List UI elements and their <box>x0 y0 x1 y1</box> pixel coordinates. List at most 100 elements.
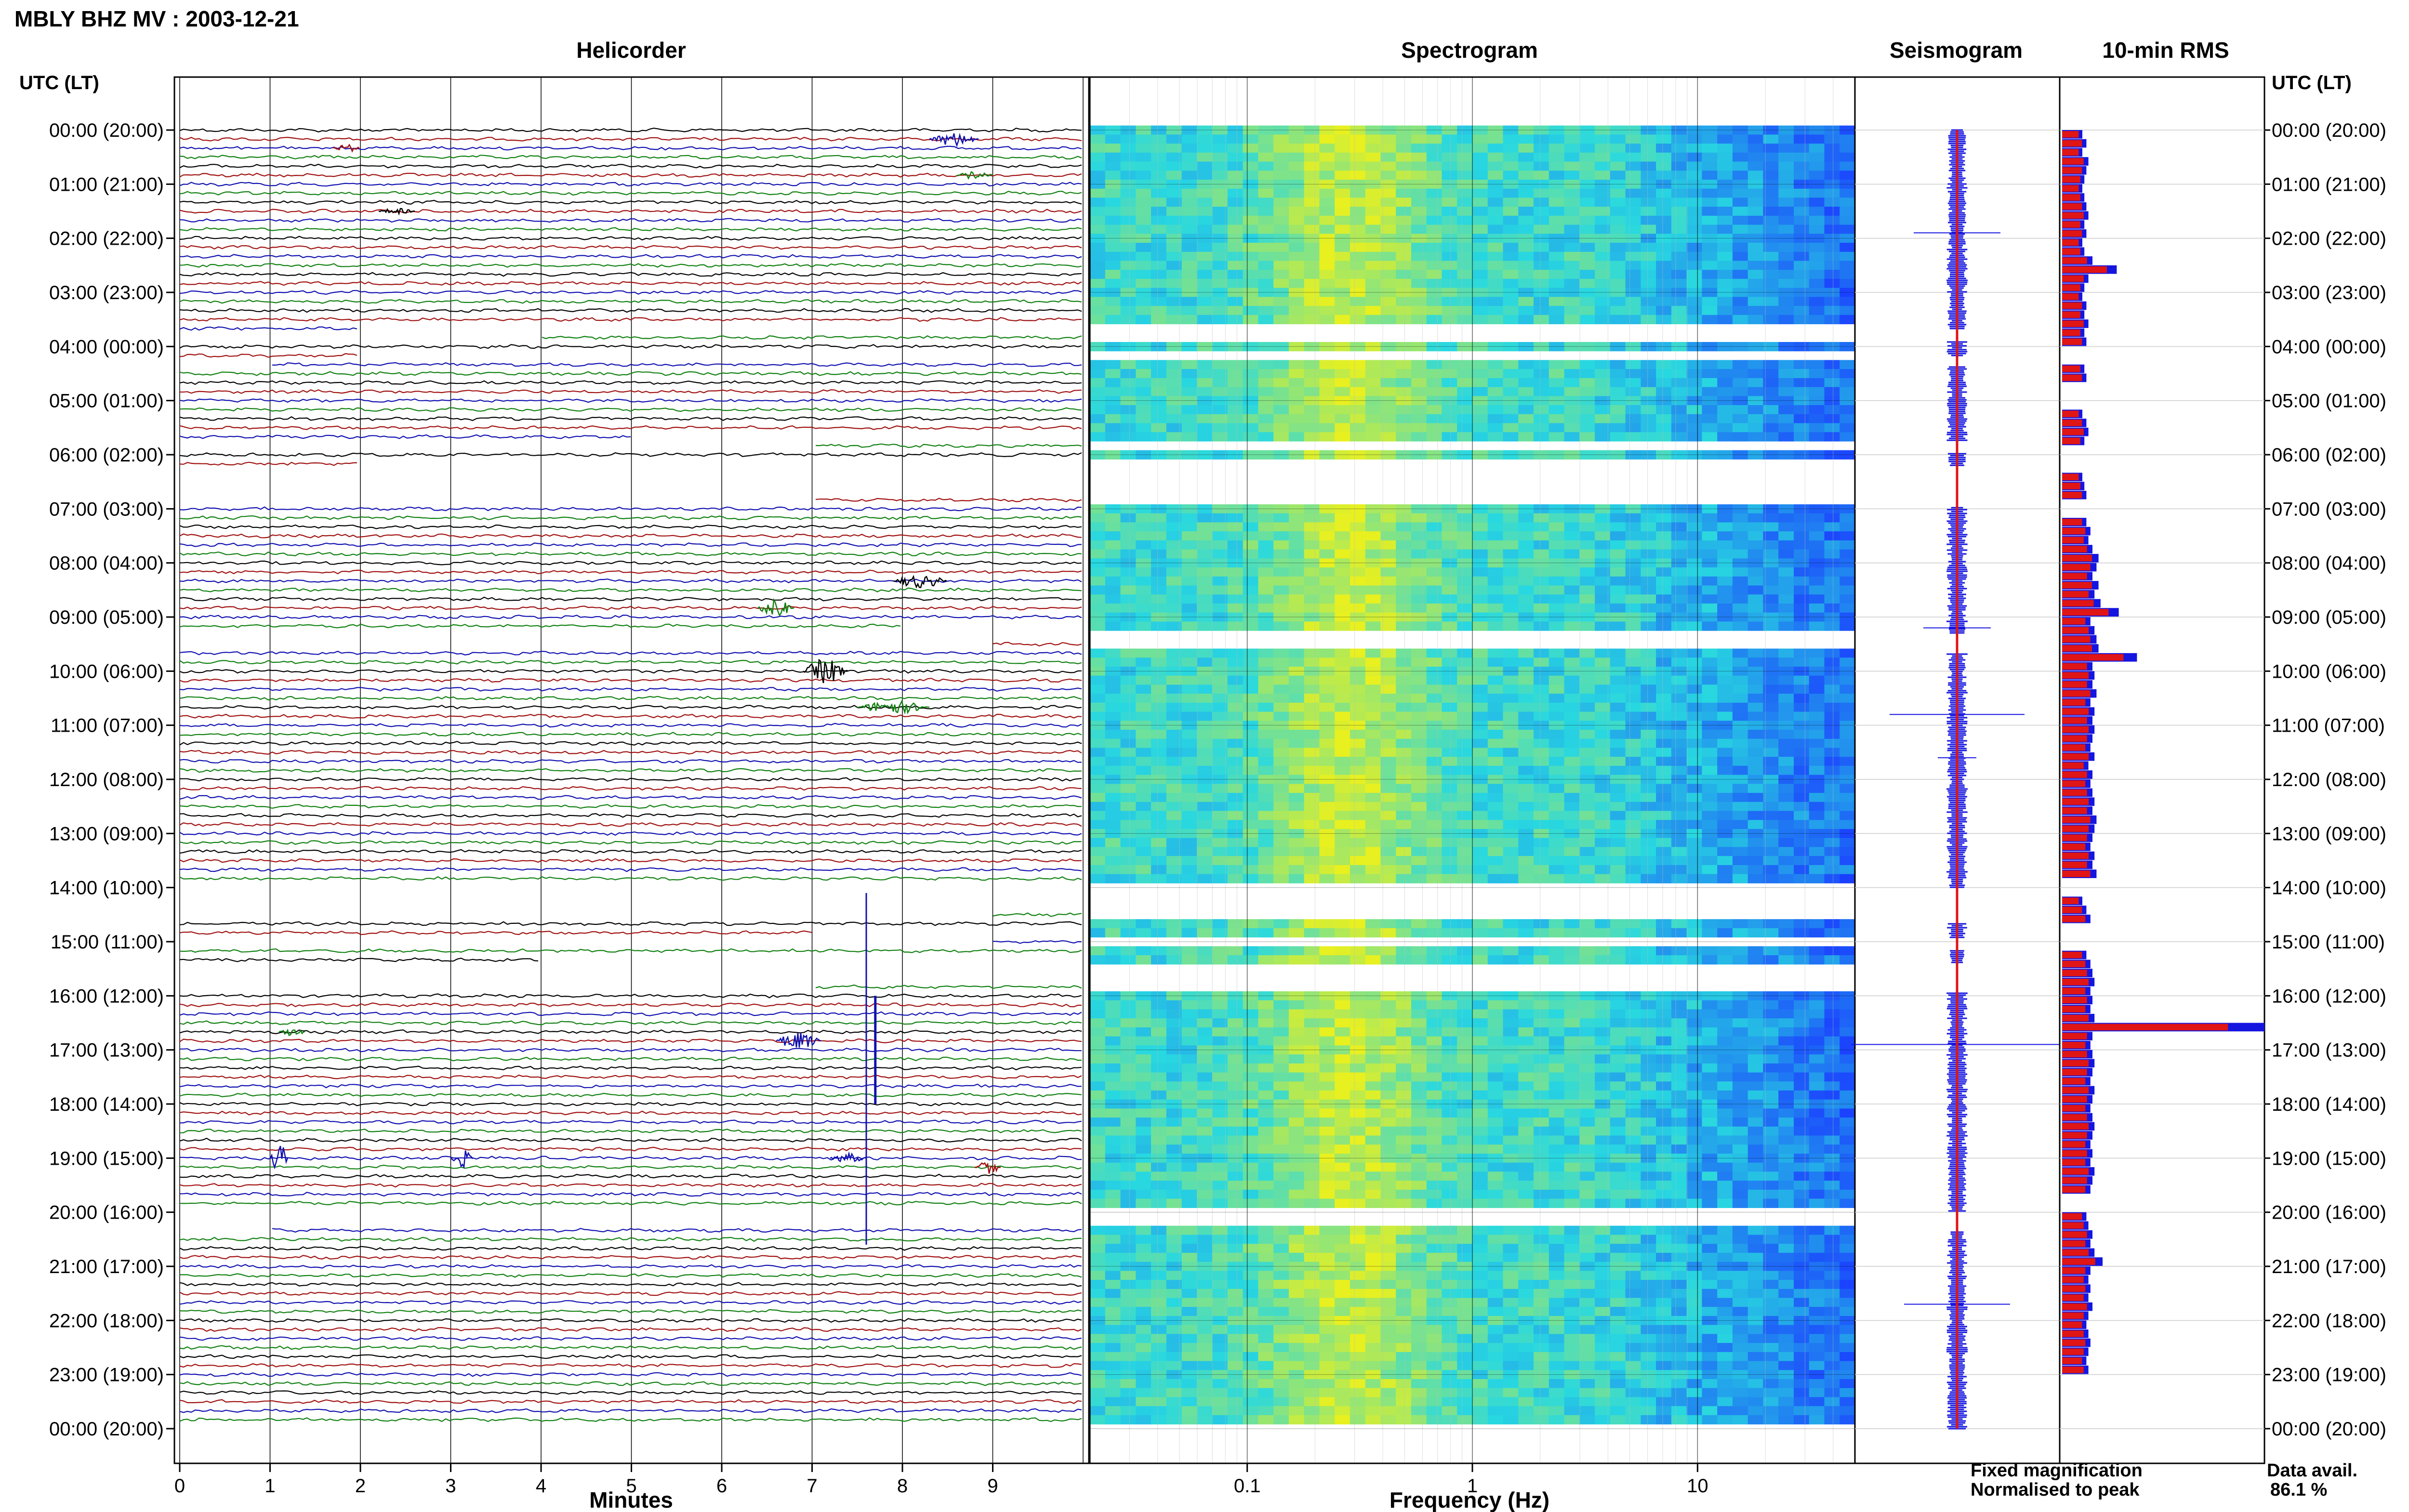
spectrogram-cell <box>1656 396 1672 406</box>
spectrogram-cell <box>1304 1081 1320 1091</box>
spectrogram-cell <box>1840 278 1855 289</box>
spectrogram-cell <box>1503 829 1519 839</box>
spectrogram-cell <box>1396 657 1412 667</box>
spectrogram-cell <box>1181 360 1197 369</box>
spectrogram-cell <box>1503 657 1519 667</box>
spectrogram-cell <box>1840 730 1855 739</box>
spectrogram-cell <box>1090 775 1106 784</box>
hour-label-right: 02:00 (22:00) <box>2272 228 2386 250</box>
spectrogram-cell <box>1411 865 1427 875</box>
spectrogram-cell <box>1579 694 1595 703</box>
spectrogram-cell <box>1090 802 1106 812</box>
helicorder-trace <box>179 1399 1082 1404</box>
helicorder-event <box>974 1162 1001 1174</box>
spectrogram-cell <box>1503 207 1519 216</box>
spectrogram-cell <box>1641 369 1656 379</box>
helicorder-trace <box>179 1056 1082 1062</box>
spectrogram-cell <box>1840 838 1855 847</box>
spectrogram-cell <box>1610 197 1626 207</box>
spectrogram-cell <box>1212 378 1228 388</box>
spectrogram-cell <box>1105 152 1121 162</box>
spectrogram-cell <box>1090 675 1106 685</box>
spectrogram-cell <box>1411 675 1427 685</box>
spectrogram-cell <box>1824 1027 1840 1037</box>
spectrogram-cell <box>1702 215 1718 225</box>
spectrogram-cell <box>1809 125 1825 135</box>
spectrogram-cell <box>1717 134 1733 144</box>
spectrogram-cell <box>1426 1063 1443 1073</box>
spectrogram-cell <box>1288 612 1305 622</box>
spectrogram-cell <box>1396 549 1412 559</box>
spectrogram-cell <box>1304 694 1320 703</box>
spectrogram-cell <box>1151 865 1167 875</box>
spectrogram-cell <box>1411 1063 1427 1073</box>
spectrogram-cell <box>1273 919 1289 929</box>
spectrogram-cell <box>1579 1000 1595 1010</box>
spectrogram-cell <box>1717 1063 1733 1073</box>
spectrogram-cell <box>1794 1090 1810 1100</box>
spectrogram-cell <box>1641 396 1656 406</box>
spectrogram-cell <box>1625 738 1641 749</box>
spectrogram-cell <box>1350 1009 1366 1019</box>
spectrogram-cell <box>1487 171 1504 180</box>
spectrogram-cell <box>1824 134 1840 144</box>
spectrogram-cell <box>1319 558 1335 568</box>
spectrogram-cell <box>1840 874 1855 883</box>
spectrogram-cell <box>1824 261 1840 270</box>
spectrogram-cell <box>1136 802 1152 812</box>
spectrogram-cell <box>1625 1108 1641 1118</box>
spectrogram-cell <box>1380 793 1396 802</box>
spectrogram-cell <box>1686 251 1702 262</box>
spectrogram-cell <box>1503 784 1519 793</box>
spectrogram-cell <box>1656 513 1672 523</box>
spectrogram-cell <box>1380 306 1396 316</box>
spectrogram-cell <box>1794 360 1810 369</box>
spectrogram-cell <box>1809 342 1825 352</box>
spectrogram-cell <box>1380 243 1396 252</box>
spectrogram-cell <box>1503 360 1519 369</box>
spectrogram-cell <box>1442 955 1457 965</box>
spectrogram-cell <box>1656 919 1672 929</box>
spectrogram-cell <box>1595 585 1611 595</box>
spectrogram-cell <box>1166 134 1182 144</box>
spectrogram-cell <box>1105 874 1121 883</box>
spectrogram-cell <box>1227 432 1244 442</box>
spectrogram-cell <box>1610 919 1626 929</box>
spectrogram-cell <box>1105 1126 1121 1136</box>
spectrogram-cell <box>1717 1009 1733 1019</box>
spectrogram-cell <box>1120 1099 1136 1109</box>
spectrogram-cell <box>1702 288 1718 297</box>
spectrogram-cell <box>1258 730 1274 739</box>
spectrogram-cell <box>1396 730 1412 739</box>
spectrogram-cell <box>1181 171 1197 180</box>
spectrogram-cell <box>1564 946 1580 956</box>
spectrogram-cell <box>1197 820 1213 829</box>
spectrogram-cell <box>1840 757 1855 766</box>
spectrogram-cell <box>1809 1126 1825 1136</box>
spectrogram-cell <box>1671 847 1687 856</box>
spectrogram-cell <box>1534 432 1549 442</box>
spectrogram-cell <box>1732 558 1748 568</box>
spectrogram-cell <box>1151 694 1167 703</box>
spectrogram-cell <box>1273 748 1289 757</box>
spectrogram-cell <box>1227 811 1244 820</box>
spectrogram-cell <box>1319 251 1335 262</box>
spectrogram-cell <box>1227 829 1244 839</box>
spectrogram-cell <box>1243 161 1258 171</box>
spectrogram-cell <box>1503 694 1519 703</box>
spectrogram-cell <box>1503 585 1519 595</box>
spectrogram-cell <box>1686 847 1702 856</box>
spectrogram-cell <box>1258 1036 1274 1046</box>
spectrogram-cell <box>1534 684 1549 694</box>
spectrogram-cell <box>1549 360 1565 369</box>
spectrogram-cell <box>1426 1018 1443 1028</box>
spectrogram-cell <box>1304 207 1320 216</box>
spectrogram-cell <box>1472 288 1488 297</box>
spectrogram-cell <box>1656 387 1672 396</box>
spectrogram-cell <box>1778 423 1794 433</box>
helicorder-trace <box>179 1236 1082 1242</box>
spectrogram-cell <box>1702 702 1718 712</box>
spectrogram-cell <box>1702 369 1718 379</box>
spectrogram-cell <box>1090 125 1106 135</box>
helicorder-trace <box>180 1156 1082 1161</box>
